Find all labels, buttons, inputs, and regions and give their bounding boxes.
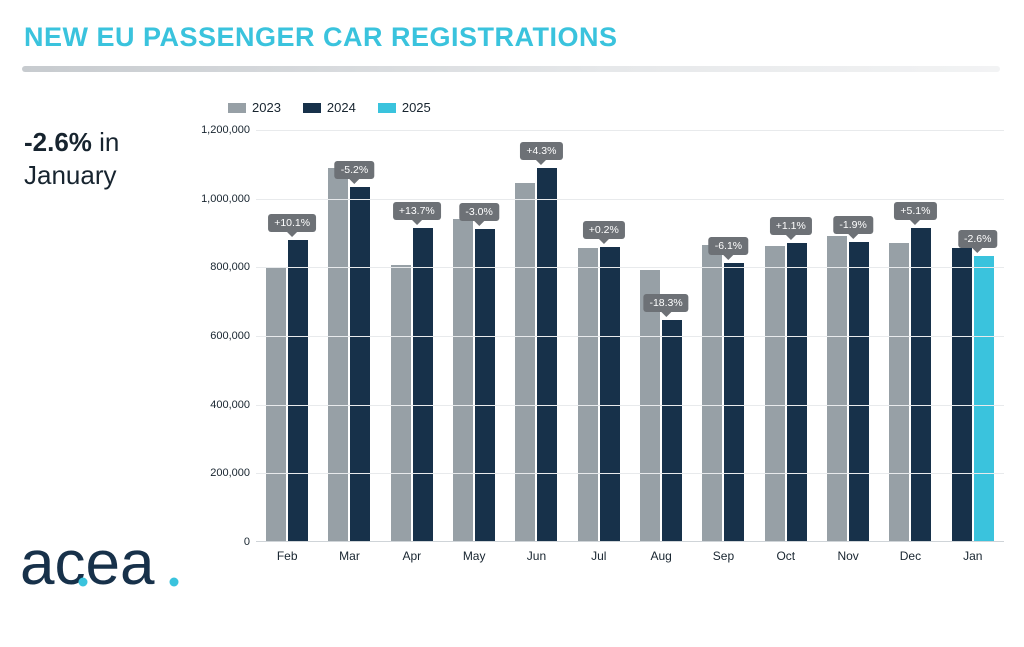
pct-badge: -3.0%: [459, 203, 498, 221]
bar-2024: [475, 229, 495, 541]
y-tick-label: 200,000: [198, 467, 250, 479]
x-tick-label: Aug: [630, 549, 692, 563]
acea-logo: acea: [20, 524, 190, 607]
bar-2024: [288, 240, 308, 541]
gridline: [256, 267, 1004, 268]
title-underline: [22, 66, 1000, 72]
gridline: [256, 336, 1004, 337]
y-tick-label: 400,000: [198, 399, 250, 411]
x-tick-label: Apr: [381, 549, 443, 563]
pct-badge: +13.7%: [393, 202, 441, 220]
bar-2024: [413, 228, 433, 541]
x-tick-label: Jul: [568, 549, 630, 563]
pct-badge: -5.2%: [335, 161, 374, 179]
x-tick-label: Jan: [942, 549, 1004, 563]
bar-2025: [974, 256, 994, 541]
headline-pct: -2.6%: [24, 127, 92, 157]
pct-badge: +1.1%: [770, 217, 812, 235]
x-tick-label: Oct: [755, 549, 817, 563]
legend-swatch-icon: [303, 103, 321, 113]
gridline: [256, 473, 1004, 474]
bar-2024: [849, 242, 869, 541]
legend-swatch-icon: [378, 103, 396, 113]
pct-badge: -6.1%: [709, 237, 748, 255]
pct-badge: -18.3%: [643, 294, 688, 312]
legend-item: 2025: [378, 100, 431, 115]
y-tick-label: 0: [198, 536, 250, 548]
legend: 2023 2024 2025: [228, 100, 431, 115]
gridline: [256, 130, 1004, 131]
bar-2023: [889, 243, 909, 541]
x-tick-label: Mar: [318, 549, 380, 563]
logo-dot-icon: [79, 578, 88, 587]
y-tick-label: 1,000,000: [198, 193, 250, 205]
x-tick-label: Feb: [256, 549, 318, 563]
legend-item: 2024: [303, 100, 356, 115]
bar-2024: [662, 320, 682, 541]
x-tick-label: May: [443, 549, 505, 563]
legend-label: 2023: [252, 100, 281, 115]
legend-label: 2024: [327, 100, 356, 115]
bar-2024: [350, 187, 370, 541]
headline-stat: -2.6% in January: [24, 126, 189, 191]
bar-2023: [578, 248, 598, 541]
pct-badge: +5.1%: [894, 202, 936, 220]
y-tick-label: 600,000: [198, 330, 250, 342]
x-tick-label: Sep: [692, 549, 754, 563]
legend-swatch-icon: [228, 103, 246, 113]
logo-dot-icon: [170, 578, 179, 587]
bar-2023: [702, 245, 722, 541]
pct-badge: +0.2%: [583, 221, 625, 239]
bar-2024: [787, 243, 807, 541]
pct-badge: -2.6%: [958, 230, 997, 248]
x-tick-label: Jun: [505, 549, 567, 563]
pct-badge: +4.3%: [520, 142, 562, 160]
gridline: [256, 199, 1004, 200]
y-tick-label: 1,200,000: [198, 124, 250, 136]
bar-2023: [391, 265, 411, 541]
pct-badge: +10.1%: [268, 214, 316, 232]
gridline: [256, 405, 1004, 406]
y-tick-label: 800,000: [198, 261, 250, 273]
bar-2023: [515, 183, 535, 541]
pct-badge: -1.9%: [833, 216, 872, 234]
bar-2023: [827, 236, 847, 541]
legend-label: 2025: [402, 100, 431, 115]
chart: 2023 2024 2025 +10.1% Feb -5.2% Mar +13.7% Apr -…: [198, 100, 1004, 600]
bar-2023: [328, 168, 348, 541]
x-tick-label: Dec: [879, 549, 941, 563]
x-tick-label: Nov: [817, 549, 879, 563]
bar-2024: [600, 247, 620, 541]
bar-2024: [724, 263, 744, 541]
legend-item: 2023: [228, 100, 281, 115]
bar-2024: [911, 228, 931, 541]
bar-2024: [537, 168, 557, 541]
plot-area: +10.1% Feb -5.2% Mar +13.7% Apr -3.0% May +4.3% J…: [198, 130, 1004, 570]
bar-2024: [952, 248, 972, 541]
bar-2023: [765, 246, 785, 541]
chart-title: NEW EU PASSENGER CAR REGISTRATIONS: [24, 22, 618, 53]
logo-text: acea: [20, 529, 155, 598]
